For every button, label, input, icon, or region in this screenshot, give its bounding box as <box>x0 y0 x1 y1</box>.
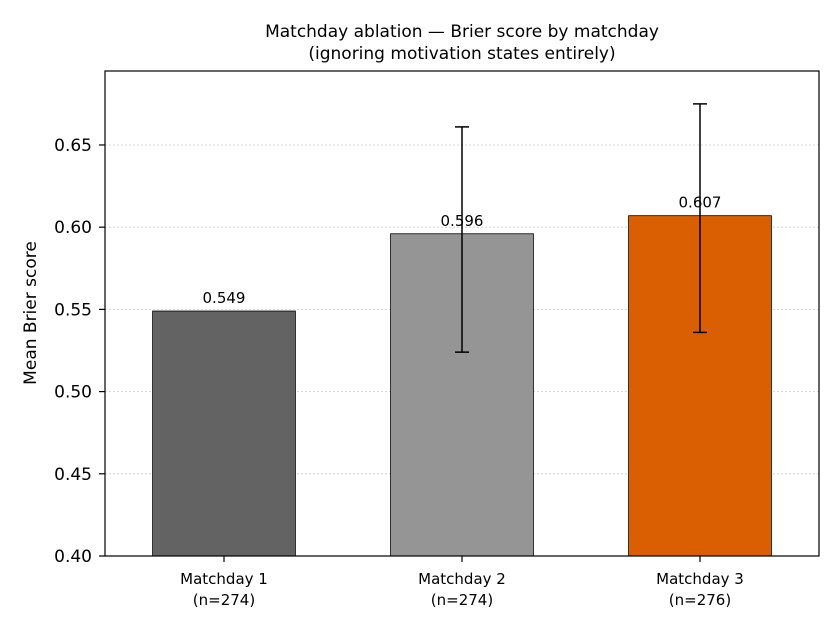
y-tick-label: 0.55 <box>54 300 92 320</box>
chart-title: Matchday ablation — Brier score by match… <box>265 22 659 42</box>
y-tick-label: 0.40 <box>54 547 92 567</box>
chart-subtitle: (ignoring motivation states entirely) <box>308 44 615 64</box>
y-tick-label: 0.50 <box>54 383 92 403</box>
value-label: 0.549 <box>203 289 246 307</box>
value-label: 0.607 <box>679 194 722 212</box>
x-axis-ticks: Matchday 1 (n=274) Matchday 2 (n=274) Matchd… <box>180 556 744 609</box>
bar-1 <box>152 310 296 557</box>
x-tick-label: Matchday 2 <box>418 570 506 588</box>
value-labels: 0.549 0.596 0.607 <box>203 194 722 307</box>
y-tick-label: 0.60 <box>54 218 92 238</box>
value-label: 0.596 <box>441 212 484 230</box>
x-tick-label: Matchday 3 <box>656 570 744 588</box>
y-tick-label: 0.45 <box>54 465 92 485</box>
y-axis-ticks: 0.40 0.45 0.50 0.55 0.60 0.65 <box>54 136 105 567</box>
bars <box>152 215 772 557</box>
x-tick-count: (n=276) <box>669 591 731 609</box>
x-tick-count: (n=274) <box>193 591 255 609</box>
error-bars <box>455 103 707 353</box>
y-tick-label: 0.65 <box>54 136 92 156</box>
x-tick-count: (n=274) <box>431 591 493 609</box>
y-axis-label: Mean Brier score <box>21 241 41 385</box>
x-tick-label: Matchday 1 <box>180 570 268 588</box>
